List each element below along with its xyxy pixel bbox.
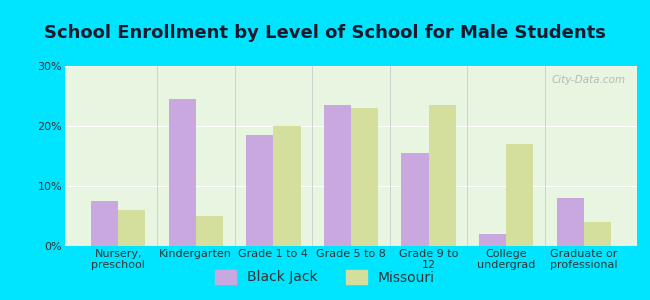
Bar (556, 198, 584, 246)
Bar (402, 153, 428, 246)
Bar (428, 105, 456, 246)
Bar (196, 216, 223, 246)
Text: City-Data.com: City-Data.com (551, 75, 625, 85)
Bar (168, 99, 196, 246)
Bar (246, 135, 274, 246)
Bar (324, 105, 351, 246)
Bar (274, 126, 300, 246)
Bar (506, 144, 534, 246)
Legend: Black Jack, Missouri: Black Jack, Missouri (210, 264, 440, 290)
Bar (351, 108, 378, 246)
Bar (479, 234, 506, 246)
Bar (91, 201, 118, 246)
Bar (118, 210, 146, 246)
Text: School Enrollment by Level of School for Male Students: School Enrollment by Level of School for… (44, 24, 606, 42)
Bar (584, 222, 611, 246)
